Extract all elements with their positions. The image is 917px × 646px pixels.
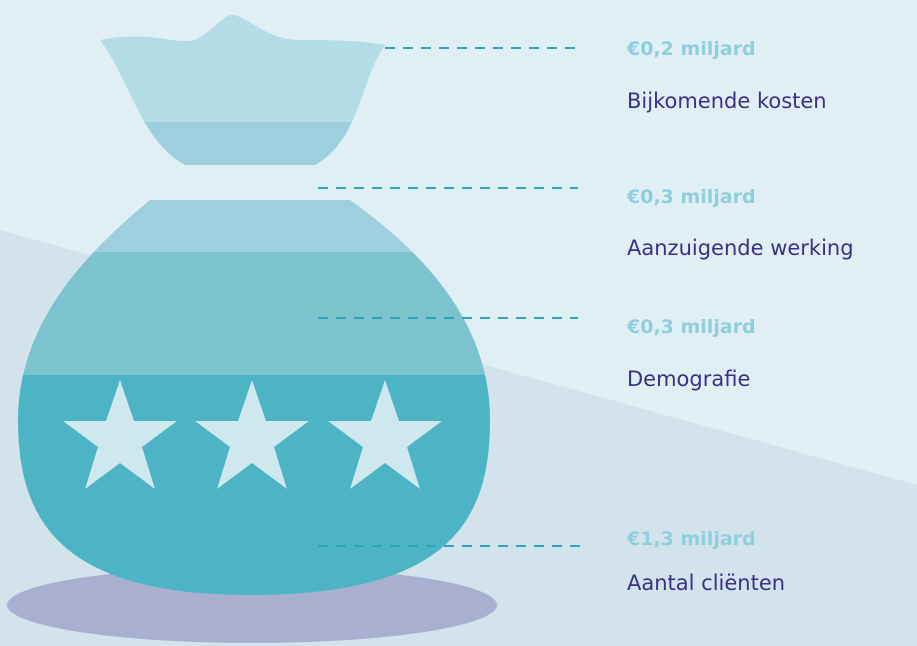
amount: €0,3 miljard [626,186,756,208]
label: Aanzuigende werking [627,236,854,260]
label: Bijkomende kosten [627,89,827,113]
infographic: €0,2 miljard Bijkomende kosten €0,3 milj… [0,0,917,646]
amount: €0,3 miljard [626,316,756,338]
amount: €1,3 miljard [626,528,756,550]
amount: €0,2 miljard [626,38,756,60]
label: Aantal cliënten [627,571,785,595]
label: Demografie [627,367,750,391]
